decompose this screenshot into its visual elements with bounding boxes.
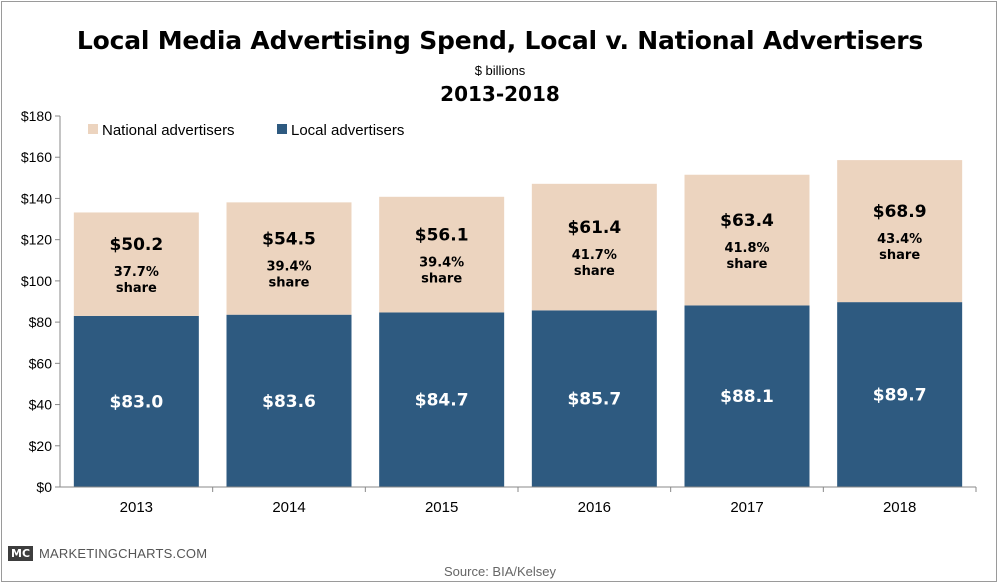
data-label-national: $50.2	[109, 235, 163, 255]
brand-name: MARKETINGCHARTS.COM	[39, 545, 208, 561]
data-label-local: $85.7	[567, 390, 621, 410]
chart-title: Local Media Advertising Spend, Local v. …	[76, 26, 924, 55]
bar-local-2015	[379, 312, 505, 487]
data-label-national: $61.4	[567, 218, 621, 238]
share-word-label: share	[421, 272, 462, 287]
y-tick-label: $100	[21, 273, 52, 289]
share-label: 39.4%	[266, 260, 311, 275]
x-tick-label: 2016	[578, 499, 611, 516]
bar-national-2017	[684, 174, 810, 306]
y-axis: $0 $20 $40 $60 $80 $100 $120 $140 $160 $180	[21, 108, 61, 495]
bar-national-2018	[837, 160, 963, 303]
legend: National advertisers Local advertisers	[88, 122, 404, 139]
data-label-local: $88.1	[720, 387, 774, 407]
bar-national-2015	[379, 196, 505, 313]
share-word-label: share	[269, 276, 310, 291]
bar-national-2013	[73, 212, 199, 316]
source-note: Source: BIA/Kelsey	[444, 564, 556, 579]
share-label: 41.7%	[572, 248, 617, 263]
x-tick-label: 2018	[883, 499, 916, 516]
y-tick-label: $140	[21, 190, 52, 206]
chart-period: 2013-2018	[440, 82, 560, 106]
y-tick-label: $80	[29, 314, 53, 330]
y-tick-label: $60	[29, 355, 53, 371]
share-label: 41.8%	[724, 241, 769, 256]
data-label-national: $56.1	[415, 226, 469, 246]
brand-logo: MC	[8, 545, 34, 561]
bar-national-2014	[226, 202, 352, 315]
share-label: 43.4%	[877, 232, 922, 247]
bar-local-2018	[837, 302, 963, 487]
share-label: 37.7%	[114, 265, 159, 280]
x-axis: 2013 2014 2015 2016 2017 2018	[60, 486, 977, 516]
bar-national-2016	[531, 183, 657, 311]
bar-local-2014	[226, 314, 352, 487]
legend-label-local: Local advertisers	[291, 122, 404, 139]
data-label-national: $68.9	[873, 202, 927, 222]
share-word-label: share	[574, 264, 615, 279]
x-tick-label: 2013	[120, 499, 153, 516]
y-tick-label: $180	[21, 108, 52, 124]
share-word-label: share	[727, 257, 768, 272]
bars: $83.0$50.237.7%share$83.6$54.539.4%share…	[73, 160, 963, 487]
y-tick-label: $160	[21, 149, 52, 165]
legend-label-national: National advertisers	[102, 122, 235, 139]
bar-local-2013	[73, 315, 199, 487]
data-label-local: $89.7	[873, 386, 927, 406]
share-label: 39.4%	[419, 256, 464, 271]
bar-local-2017	[684, 305, 810, 487]
y-tick-label: $40	[29, 397, 53, 413]
data-label-local: $83.0	[109, 392, 163, 412]
share-word-label: share	[116, 281, 157, 296]
brand: MC MARKETINGCHARTS.COM	[8, 545, 207, 561]
x-tick-label: 2017	[730, 499, 763, 516]
y-tick-label: $120	[21, 232, 52, 248]
data-label-local: $84.7	[415, 391, 469, 411]
x-tick-label: 2014	[272, 499, 305, 516]
y-tick-label: $0	[36, 479, 52, 495]
share-word-label: share	[879, 248, 920, 263]
data-label-national: $63.4	[720, 211, 774, 231]
y-tick-label: $20	[29, 438, 53, 454]
legend-swatch-local	[277, 124, 287, 134]
x-tick-label: 2015	[425, 499, 458, 516]
legend-swatch-national	[88, 124, 98, 134]
bar-local-2016	[531, 310, 657, 487]
data-label-local: $83.6	[262, 392, 316, 412]
chart-subtitle: $ billions	[474, 63, 526, 78]
data-label-national: $54.5	[262, 230, 316, 250]
